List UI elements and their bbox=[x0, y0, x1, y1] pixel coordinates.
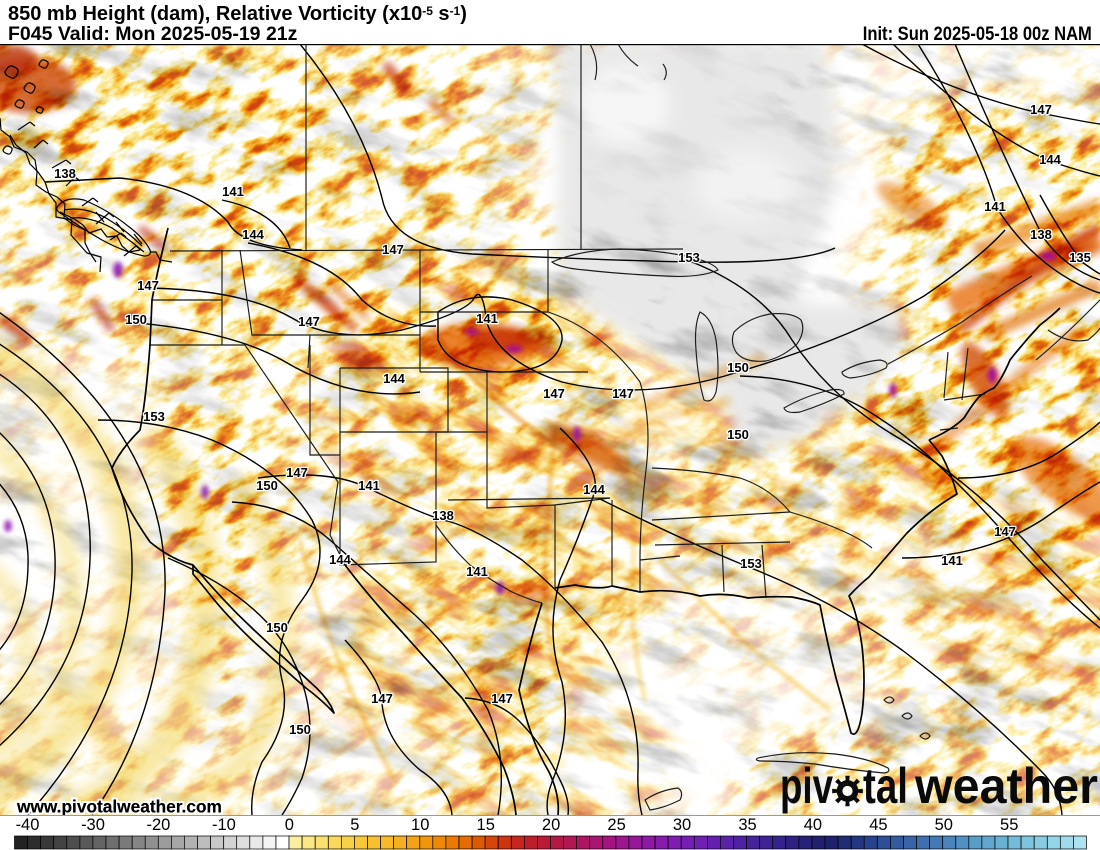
svg-text:-10: -10 bbox=[212, 816, 236, 834]
svg-text:55: 55 bbox=[1000, 816, 1018, 834]
svg-text:141: 141 bbox=[984, 199, 1006, 214]
svg-text:-30: -30 bbox=[81, 816, 105, 834]
svg-text:144: 144 bbox=[1039, 152, 1061, 167]
svg-text:138: 138 bbox=[54, 166, 76, 181]
svg-text:30: 30 bbox=[673, 816, 691, 834]
svg-text:141: 141 bbox=[466, 564, 488, 579]
svg-text:138: 138 bbox=[432, 508, 454, 523]
svg-text:35: 35 bbox=[738, 816, 756, 834]
svg-text:153: 153 bbox=[740, 556, 762, 571]
svg-text:147: 147 bbox=[491, 691, 513, 706]
svg-text:141: 141 bbox=[476, 311, 498, 326]
svg-text:147: 147 bbox=[994, 524, 1016, 539]
svg-text:tal: tal bbox=[863, 758, 908, 814]
svg-text:20: 20 bbox=[542, 816, 560, 834]
svg-text:147: 147 bbox=[371, 691, 393, 706]
svg-text:147: 147 bbox=[137, 278, 159, 293]
svg-text:weather: weather bbox=[914, 758, 1098, 814]
svg-text:147: 147 bbox=[382, 242, 404, 257]
svg-text:138: 138 bbox=[1030, 227, 1052, 242]
svg-text:135: 135 bbox=[1069, 250, 1091, 265]
svg-text:147: 147 bbox=[543, 386, 565, 401]
svg-text:15: 15 bbox=[477, 816, 495, 834]
svg-text:147: 147 bbox=[1030, 102, 1052, 117]
svg-text:144: 144 bbox=[583, 482, 605, 497]
svg-text:www.pivotalweather.com: www.pivotalweather.com bbox=[16, 797, 222, 817]
svg-text:25: 25 bbox=[607, 816, 625, 834]
svg-text:150: 150 bbox=[125, 312, 147, 327]
svg-text:147: 147 bbox=[286, 465, 308, 480]
svg-text:141: 141 bbox=[358, 478, 380, 493]
svg-text:piv: piv bbox=[780, 758, 833, 814]
svg-text:150: 150 bbox=[727, 427, 749, 442]
svg-text:150: 150 bbox=[266, 620, 288, 635]
svg-text:141: 141 bbox=[222, 184, 244, 199]
svg-text:150: 150 bbox=[289, 722, 311, 737]
svg-text:147: 147 bbox=[612, 386, 634, 401]
svg-text:5: 5 bbox=[350, 816, 359, 834]
svg-text:150: 150 bbox=[727, 360, 749, 375]
svg-text:144: 144 bbox=[383, 371, 405, 386]
svg-text:-40: -40 bbox=[16, 816, 40, 834]
svg-text:153: 153 bbox=[678, 250, 700, 265]
svg-text:0: 0 bbox=[285, 816, 294, 834]
svg-text:141: 141 bbox=[941, 553, 963, 568]
svg-text:153: 153 bbox=[143, 409, 165, 424]
svg-text:40: 40 bbox=[804, 816, 822, 834]
svg-text:144: 144 bbox=[242, 227, 264, 242]
svg-text:150: 150 bbox=[256, 478, 278, 493]
svg-text:45: 45 bbox=[869, 816, 887, 834]
svg-text:-20: -20 bbox=[146, 816, 170, 834]
svg-text:www.pivotalweather.com: www.pivotalweather.com bbox=[16, 797, 222, 817]
svg-text:10: 10 bbox=[411, 816, 429, 834]
svg-text:144: 144 bbox=[329, 552, 351, 567]
svg-text:147: 147 bbox=[298, 314, 320, 329]
svg-text:50: 50 bbox=[935, 816, 953, 834]
